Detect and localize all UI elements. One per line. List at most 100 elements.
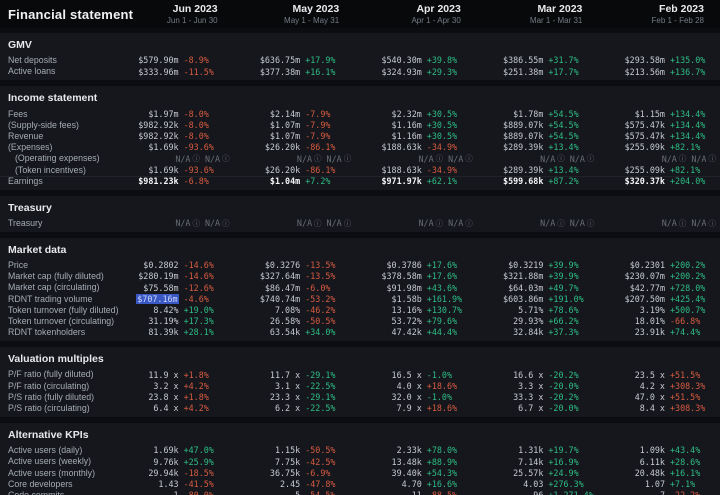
cell-value: 5 [295, 491, 300, 495]
cell: $255.09k +82.1% [598, 165, 720, 174]
table-row-price: Price $0.2802 -14.6% $0.3276 -13.5% $0.3786 +1… [0, 260, 720, 271]
cell: 32.0 x -1.0% [355, 393, 477, 402]
cell-value: 3.1 x [274, 380, 301, 391]
cell-change: -20.2% [548, 391, 579, 402]
info-icon[interactable]: ⓘ [708, 154, 716, 164]
cell-change: +204.0% [669, 176, 706, 187]
info-icon[interactable]: ⓘ [465, 218, 473, 228]
cell: $0.2301 +200.2% [598, 261, 720, 270]
info-icon[interactable]: ⓘ [192, 154, 200, 164]
info-icon[interactable]: ⓘ [557, 218, 565, 228]
cell-value: $1.16m [391, 119, 422, 130]
cell-value: 47.42k [391, 327, 422, 338]
cell: 7.14k +16.9% [477, 456, 599, 467]
cell-change: -93.6% [183, 164, 214, 175]
cell-value: 7.14k [518, 456, 544, 467]
cell-value: $86.47m [264, 282, 301, 293]
cell: $91.98m +43.6% [355, 283, 477, 292]
info-icon[interactable]: ⓘ [586, 218, 595, 228]
cell-change: +13.4% [548, 164, 579, 175]
info-icon[interactable]: ⓘ [465, 154, 473, 164]
cell-change: +88.9% [426, 456, 458, 467]
cell: 3.1 x -22.5% [234, 380, 356, 391]
info-icon[interactable]: ⓘ [586, 154, 595, 164]
cell: $599.68k +87.2% [477, 177, 599, 186]
cell-change: -80.0% [184, 491, 230, 495]
cell: 6.4 x +4.2% [112, 403, 234, 414]
cell-change: -34.9% [426, 164, 458, 175]
cell: $86.47m -6.0% [234, 282, 356, 293]
cell-change: -88.5% [427, 491, 473, 495]
cell-change: +4.2% [183, 380, 209, 391]
cell: $575.47k +134.4% [598, 121, 720, 130]
info-icon[interactable]: ⓘ [343, 154, 352, 164]
info-icon[interactable]: ⓘ [678, 154, 687, 164]
cell-value: $377.38m [259, 66, 301, 77]
cell-change: +4.2% [183, 403, 209, 414]
info-icon[interactable]: ⓘ [435, 218, 444, 228]
table-row-market-cap-fully-diluted: Market cap (fully diluted) $280.19m -14.6%… [0, 271, 720, 282]
cell: $1.97m -8.0% [112, 109, 234, 118]
info-icon[interactable]: ⓘ [343, 218, 352, 228]
cell-change: +51.5% [669, 391, 701, 402]
info-icon[interactable]: ⓘ [192, 218, 200, 228]
cell: $579.90m -8.9% [112, 56, 234, 65]
cell: 16.6 x -20.2% [477, 370, 599, 379]
cell-change: +31.7% [548, 55, 579, 66]
info-icon[interactable]: ⓘ [314, 154, 322, 164]
cell: $255.09k +82.1% [598, 143, 720, 152]
cell-value: 6.2 x [274, 403, 301, 414]
table-row-token-incentives: (Token incentives) $1.69k -93.6% $26.20k -86… [0, 164, 720, 175]
section-valuation-multiples: Valuation multiples P/F ratio (fully dilu… [0, 347, 720, 417]
cell-value: 9.76k [153, 456, 179, 467]
info-icon[interactable]: ⓘ [222, 154, 230, 164]
cell-value: 36.75k [269, 467, 301, 478]
table-row-revenue: Revenue $982.92k -8.0% $1.07m -7.9% $1.16m +30… [0, 131, 720, 142]
info-icon[interactable]: ⓘ [708, 218, 716, 228]
info-icon[interactable]: ⓘ [678, 218, 687, 228]
section-title: Treasury [8, 201, 52, 214]
cell-value: 6.7 x [518, 403, 544, 414]
cell-value: $0.3276 [264, 260, 301, 271]
cell: $1.07m -7.9% [234, 132, 356, 141]
cell: 1.09k +43.4% [598, 446, 720, 455]
info-icon[interactable]: ⓘ [314, 218, 322, 228]
cell-change: -20.0% [548, 403, 579, 414]
cell-value: $740.74m [259, 293, 301, 304]
cell-value: $378.58m [381, 271, 422, 282]
cell-change: -20.0% [548, 380, 579, 391]
cell: 7.75k -42.5% [234, 457, 356, 466]
cell-value: 23.3 x [269, 391, 301, 402]
cell: 29.93% +66.2% [477, 317, 599, 326]
cell: 6.2 x -22.5% [234, 403, 356, 414]
cell: N/A ⓘ N/A ⓘ [355, 218, 477, 229]
cell-value: 1.07 [644, 478, 665, 489]
cell-value: $26.20k [264, 164, 301, 175]
cell: 3.19% +500.7% [598, 306, 720, 315]
cell-change: N/A [448, 153, 464, 164]
cell-value: 7.9 x [396, 403, 422, 414]
cell: 29.94k -18.5% [112, 468, 234, 477]
cell-value: 63.54k [269, 327, 301, 338]
info-icon[interactable]: ⓘ [557, 154, 565, 164]
cell-change: +308.3% [669, 403, 706, 414]
cell-value: $1.15m [634, 108, 665, 119]
section-title: Income statement [8, 92, 98, 105]
cell: 47.42k +44.4% [355, 327, 477, 338]
cell: $26.20k -86.1% [234, 164, 356, 175]
table-row-supply-side-fees: (Supply-side fees) $982.92k -8.0% $1.07m -7.… [0, 120, 720, 131]
table-row-earnings: Earnings $981.23k -6.8% $1.04m +7.2% $971.97k… [0, 175, 720, 187]
row-label: Price [8, 260, 29, 271]
cell-value: 23.5 x [634, 369, 665, 380]
info-icon[interactable]: ⓘ [222, 218, 230, 228]
table-row-active-loans: Active loans $333.96m -11.5% $377.38m +16.1%… [0, 66, 720, 77]
cell-value: $188.63k [381, 142, 422, 153]
row-label: Revenue [8, 130, 44, 141]
info-icon[interactable]: ⓘ [435, 154, 444, 164]
financial-table: GMV Net deposits $579.90m -8.9% $636.75m +17.… [0, 33, 720, 495]
row-label: Active users (daily) [8, 445, 83, 456]
cell-value: 53.72% [391, 316, 422, 327]
cell-change: +49.7% [548, 282, 579, 293]
section-title: GMV [8, 39, 32, 51]
cell: $207.50m +425.4% [598, 294, 720, 303]
